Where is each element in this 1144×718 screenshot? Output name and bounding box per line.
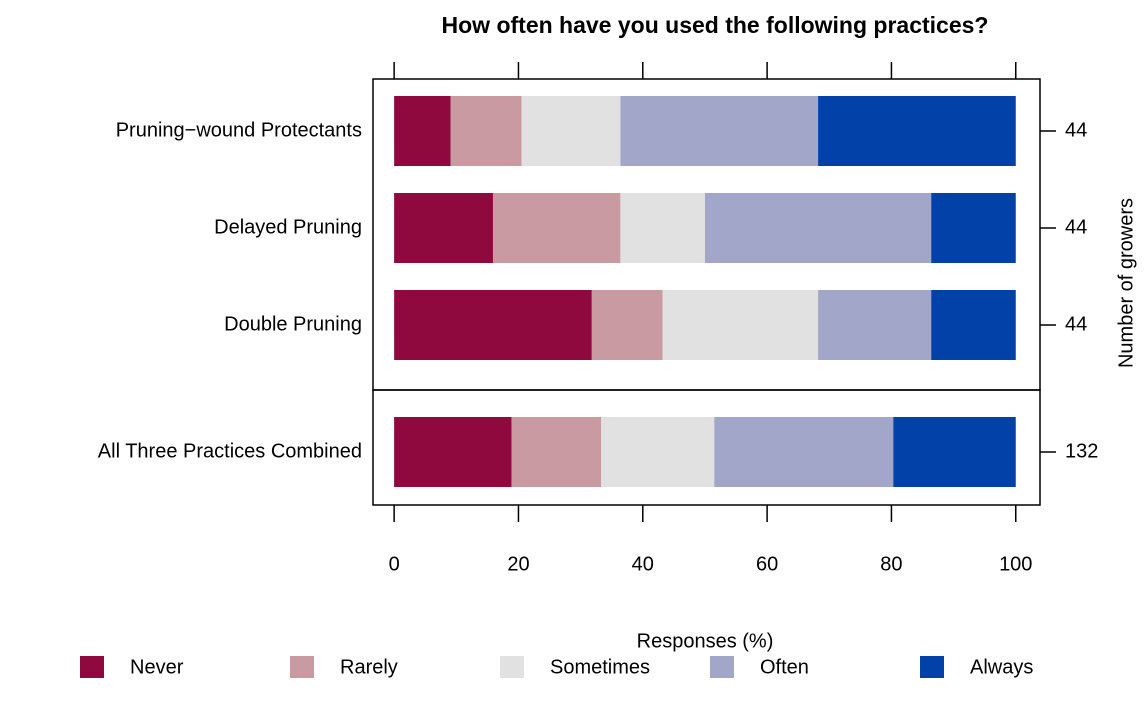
bar-segment bbox=[818, 96, 1016, 166]
x-tick-label: 100 bbox=[999, 553, 1032, 575]
bar-segment bbox=[931, 290, 1016, 360]
x-axis-label: Responses (%) bbox=[637, 630, 774, 652]
x-tick-label: 80 bbox=[880, 553, 902, 575]
bar-segment bbox=[394, 96, 451, 166]
bar-segment bbox=[591, 290, 663, 360]
y2-tick-label: 44 bbox=[1065, 313, 1087, 335]
bar-segment bbox=[620, 193, 705, 263]
legend-label: Never bbox=[130, 656, 184, 678]
bar-segment bbox=[704, 193, 932, 263]
bar-segment bbox=[714, 417, 894, 487]
y-tick-label: Delayed Pruning bbox=[214, 216, 362, 238]
y-tick-label: Double Pruning bbox=[224, 313, 362, 335]
legend-label: Rarely bbox=[340, 656, 398, 678]
x-tick-label: 20 bbox=[507, 553, 529, 575]
y2-tick-label: 44 bbox=[1065, 216, 1087, 238]
bar-segment bbox=[492, 193, 621, 263]
y2-tick-label: 44 bbox=[1065, 119, 1087, 141]
chart-title: How often have you used the following pr… bbox=[442, 12, 989, 38]
y2-axis-label: Number of growers bbox=[1115, 198, 1137, 368]
bar-segment bbox=[931, 193, 1016, 263]
bar-segment bbox=[662, 290, 819, 360]
legend-swatch bbox=[80, 656, 104, 678]
legend-swatch bbox=[500, 656, 524, 678]
legend-swatch bbox=[710, 656, 734, 678]
y-tick-label: All Three Practices Combined bbox=[98, 440, 362, 462]
x-tick-label: 0 bbox=[389, 553, 400, 575]
bar-segment bbox=[450, 96, 522, 166]
bar-segment bbox=[620, 96, 819, 166]
legend-label: Always bbox=[970, 656, 1033, 678]
bar-segment bbox=[601, 417, 715, 487]
bar-segment bbox=[521, 96, 621, 166]
legend-label: Often bbox=[760, 656, 809, 678]
panel-frame bbox=[372, 389, 1041, 506]
bar-segment bbox=[394, 417, 512, 487]
bar-segment bbox=[394, 290, 592, 360]
legend-swatch bbox=[920, 656, 944, 678]
y-tick-label: Pruning−wound Protectants bbox=[116, 119, 362, 141]
legend-swatch bbox=[290, 656, 314, 678]
bar-segment bbox=[394, 193, 493, 263]
legend-label: Sometimes bbox=[550, 656, 650, 678]
bar-segment bbox=[818, 290, 932, 360]
bar-segment bbox=[893, 417, 1016, 487]
y2-tick-label: 132 bbox=[1065, 440, 1098, 462]
x-tick-label: 40 bbox=[632, 553, 654, 575]
x-tick-label: 60 bbox=[756, 553, 778, 575]
bar-segment bbox=[511, 417, 602, 487]
